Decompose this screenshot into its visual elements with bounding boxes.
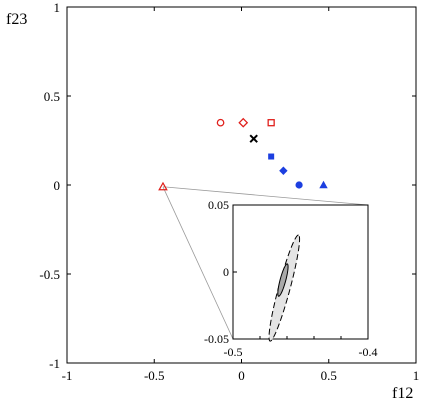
data-point-cross (249, 134, 258, 143)
data-point-square-filled (268, 153, 275, 160)
inset-y-tick-label: 0.05 (208, 198, 229, 212)
y-tick-label: 0.5 (44, 89, 60, 104)
x-tick-label: 0 (238, 368, 245, 383)
inner-confidence-region (277, 263, 289, 297)
inset-y-tick-label: 0 (223, 265, 229, 279)
x-tick-label: 1 (413, 368, 420, 383)
data-point-diamond-open (238, 117, 249, 128)
inset-x-tick-label: -0.4 (359, 345, 378, 359)
x-axis-title: f12 (392, 385, 413, 402)
data-point-square-open (267, 119, 275, 127)
data-point-diamond-filled (279, 166, 288, 175)
y-tick-label: 1 (54, 0, 61, 15)
y-axis-title: f23 (6, 11, 27, 28)
x-tick-label: -1 (62, 368, 73, 383)
y-tick-label: -0.5 (39, 267, 60, 282)
inset-y-tick-label: -0.05 (204, 332, 229, 346)
inset-plot-frame (232, 204, 369, 340)
inset-x-tick-label: -0.5 (224, 345, 243, 359)
data-point-triangle-filled (319, 180, 328, 189)
y-tick-label: 0 (54, 178, 61, 193)
zoom-connector-line (162, 186, 369, 206)
data-point-circle-filled (295, 181, 303, 189)
y-tick-label: -1 (49, 356, 60, 371)
x-tick-label: 0.5 (321, 368, 337, 383)
x-tick-label: -0.5 (144, 368, 165, 383)
data-point-triangle-open (158, 181, 168, 191)
outer-confidence-region (268, 234, 301, 342)
inset-plot: -0.5 -0.4 -0.05 0 0.05 (204, 198, 378, 359)
data-point-circle-open (216, 118, 225, 127)
zoom-connector-line (162, 186, 234, 340)
